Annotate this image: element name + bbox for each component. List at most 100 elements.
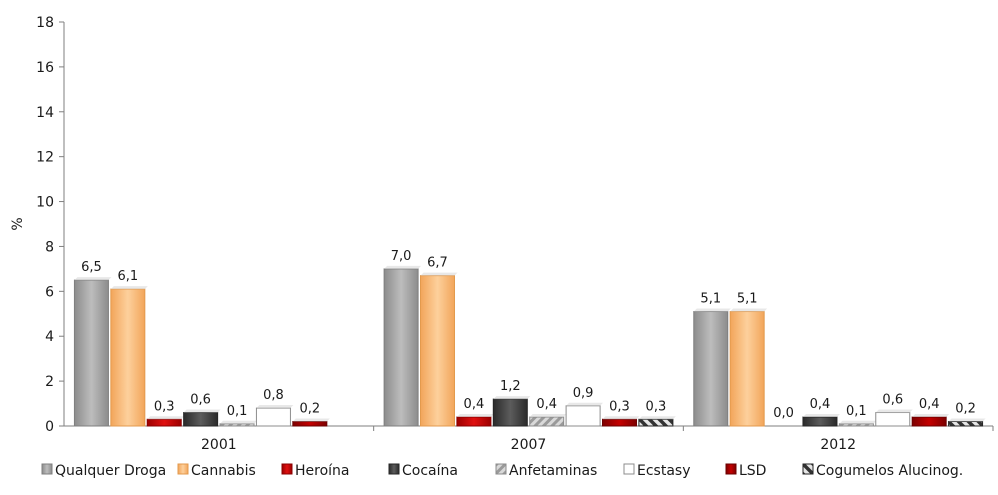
y-tick-label: 6 xyxy=(45,284,54,300)
data-label: 0,4 xyxy=(810,397,831,412)
axes: 0 2 4 6 8 10 12 14 16 18% 2001 2007 2012 xyxy=(10,15,994,453)
data-label: 6,1 xyxy=(117,269,138,284)
bar-top-cap xyxy=(875,409,913,413)
bar-top-cap xyxy=(912,414,950,418)
bar-top-cap xyxy=(456,414,494,418)
data-label: 6,7 xyxy=(427,256,448,271)
bar-ecstasy xyxy=(565,405,601,427)
bar-top-cap xyxy=(693,308,731,312)
bar-top-cap xyxy=(147,416,185,420)
data-label: 0,8 xyxy=(263,388,284,403)
bar-lsd xyxy=(602,418,637,427)
bar-lsd xyxy=(292,421,328,427)
legend-swatch xyxy=(281,463,293,475)
bar-top-cap xyxy=(730,308,768,312)
legend-swatch xyxy=(623,463,635,475)
data-label: 0,3 xyxy=(154,399,175,414)
legend-entry: Cannabis xyxy=(191,463,256,479)
bar-anfetaminas xyxy=(529,416,565,427)
bar-top-cap xyxy=(292,418,330,422)
bars xyxy=(73,265,986,427)
bar-top-cap xyxy=(529,414,567,418)
bar-top-cap xyxy=(74,277,112,281)
bar-top-cap xyxy=(384,265,422,269)
legend: Qualquer Droga Cannabis Heroína Cocaína Anfe… xyxy=(41,463,963,479)
data-label: 0,3 xyxy=(646,399,667,414)
bar-coca-na xyxy=(802,416,838,427)
bar-top-cap xyxy=(420,272,458,276)
legend-entry: Cocaína xyxy=(402,463,458,479)
x-category-label: 2007 xyxy=(511,437,547,453)
legend-entry: Cogumelos Alucinog. xyxy=(816,463,963,479)
legend-entry: Anfetaminas xyxy=(509,463,597,479)
bar-top-cap xyxy=(839,420,877,424)
data-labels: 6,5 6,1 0,3 0,6 0,1 0,8 0,2 7,0 6,7 0,4 1,2 0,4 0,9 0… xyxy=(81,249,976,421)
legend-swatch xyxy=(388,463,400,475)
bar-top-cap xyxy=(948,418,986,422)
bar-anfetaminas xyxy=(219,423,255,427)
legend-entry: Qualquer Droga xyxy=(55,463,166,479)
bar-top-cap xyxy=(493,396,531,400)
bar-ecstasy xyxy=(875,412,911,427)
legend-swatch xyxy=(802,463,814,475)
y-tick-label: 14 xyxy=(36,105,54,121)
bar-cannabis xyxy=(729,311,765,427)
y-tick-label: 2 xyxy=(45,374,54,390)
bar-top-cap xyxy=(802,414,840,418)
data-label: 0,6 xyxy=(190,393,211,408)
legend-swatch xyxy=(725,463,737,475)
data-label: 0,1 xyxy=(846,404,867,419)
legend-swatch xyxy=(495,463,507,475)
bar-qualquer-droga xyxy=(383,268,419,427)
data-label: 5,1 xyxy=(737,292,758,307)
bar-top-cap xyxy=(110,286,148,290)
bar-cannabis xyxy=(110,288,146,427)
data-label: 0,3 xyxy=(609,399,630,414)
legend-swatch xyxy=(41,463,53,475)
y-tick-label: 16 xyxy=(36,60,54,76)
data-label: 6,5 xyxy=(81,260,102,275)
bar-lsd xyxy=(911,416,947,427)
x-category-label: 2001 xyxy=(201,437,237,453)
bar-anfetaminas xyxy=(838,423,874,427)
bar-cogumelos-alucinog- xyxy=(638,418,674,427)
y-tick-label: 0 xyxy=(45,419,54,435)
legend-entry: LSD xyxy=(739,463,766,479)
bar-top-cap xyxy=(638,416,676,420)
y-tick-label: 4 xyxy=(45,329,54,345)
bar-coca-na xyxy=(183,412,219,427)
bar-hero-na xyxy=(456,416,492,427)
bar-top-cap xyxy=(183,409,221,413)
bar-qualquer-droga xyxy=(73,279,109,427)
data-label: 1,2 xyxy=(500,379,521,394)
bar-cogumelos-alucinog- xyxy=(948,421,984,427)
data-label: 0,0 xyxy=(773,406,794,421)
legend-entry: Heroína xyxy=(295,463,350,479)
y-tick-label: 18 xyxy=(36,15,54,31)
x-category-label: 2012 xyxy=(820,437,856,453)
data-label: 0,4 xyxy=(536,397,557,412)
data-label: 0,2 xyxy=(299,402,320,417)
bar-top-cap xyxy=(256,405,294,409)
y-tick-label: 12 xyxy=(36,150,54,166)
y-tick-label: 10 xyxy=(36,195,54,211)
bar-top-cap xyxy=(602,416,640,420)
data-label: 7,0 xyxy=(391,249,412,264)
bar-hero-na xyxy=(146,418,182,427)
bar-top-cap xyxy=(566,402,604,406)
data-label: 5,1 xyxy=(700,292,721,307)
data-label: 0,2 xyxy=(955,402,976,417)
y-tick-label: 8 xyxy=(45,239,54,255)
data-label: 0,1 xyxy=(227,404,248,419)
data-label: 0,4 xyxy=(464,397,485,412)
data-label: 0,9 xyxy=(573,386,594,401)
legend-entry: Ecstasy xyxy=(637,463,690,479)
legend-swatch xyxy=(177,463,189,475)
bar-qualquer-droga xyxy=(693,311,729,427)
bar-ecstasy xyxy=(255,407,291,427)
bar-top-cap xyxy=(220,420,258,424)
data-label: 0,4 xyxy=(919,397,940,412)
data-label: 0,6 xyxy=(882,393,903,408)
